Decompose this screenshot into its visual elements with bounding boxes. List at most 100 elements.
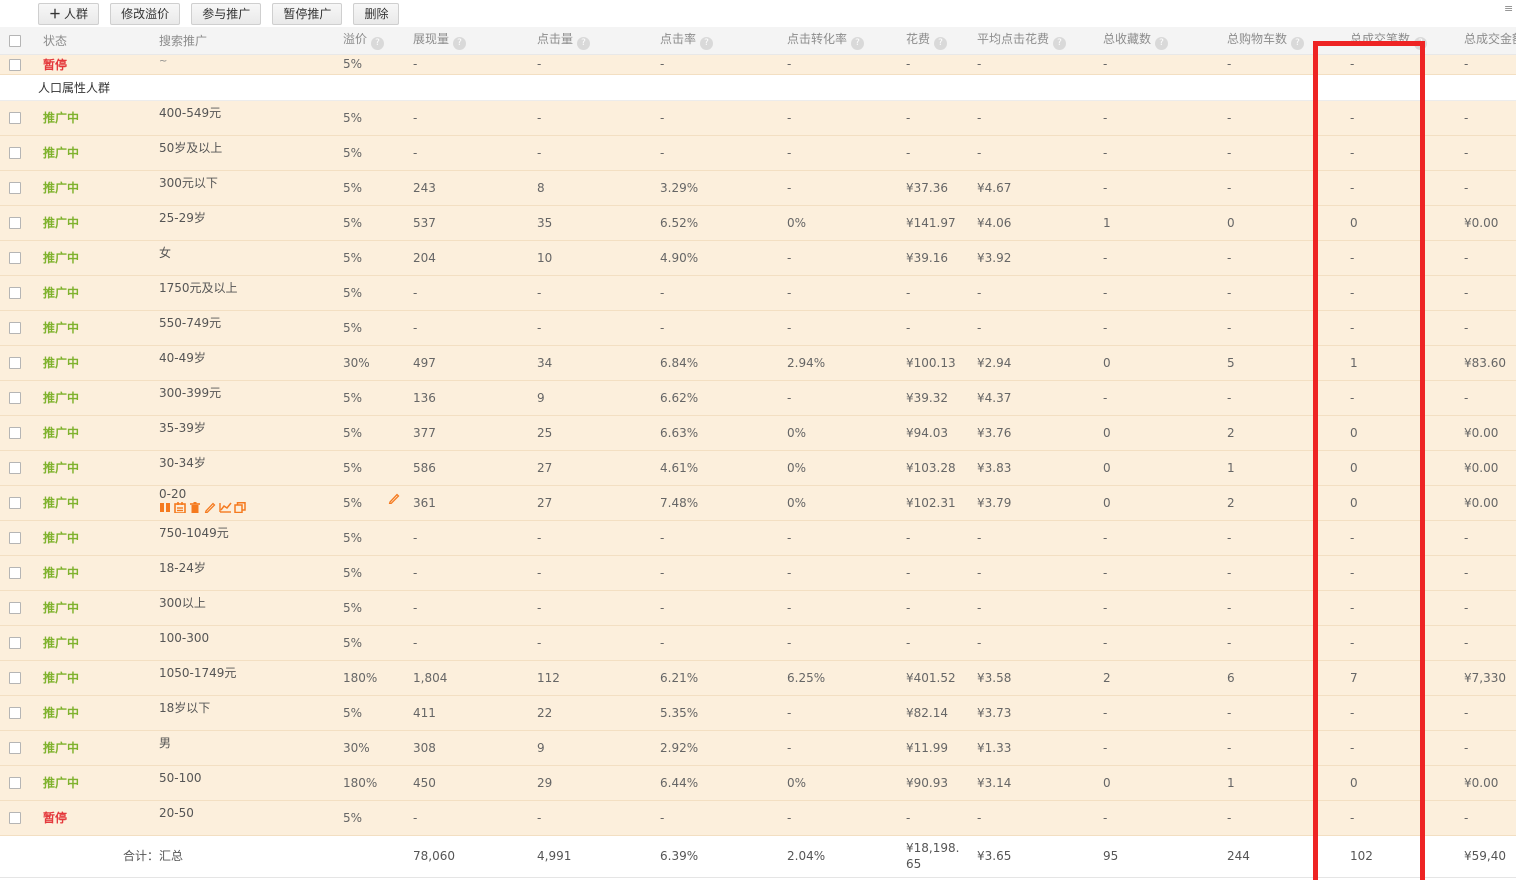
summary-cvr: 2.04% (774, 834, 893, 878)
row-checkbox[interactable] (9, 58, 21, 71)
add-crowd-button[interactable]: ＋人群 (38, 3, 100, 25)
row-checkbox[interactable] (9, 602, 21, 614)
status-badge: 推广中 (43, 181, 80, 195)
row-checkbox[interactable] (9, 532, 21, 544)
cell-impressions: 377 (400, 415, 524, 451)
status-badge: 推广中 (43, 286, 80, 300)
help-icon[interactable]: ? (851, 37, 865, 51)
help-icon[interactable]: ? (1053, 37, 1067, 51)
help-icon[interactable]: ? (934, 37, 948, 51)
status-badge: 推广中 (43, 216, 80, 230)
cell-cvr: - (774, 240, 893, 276)
row-checkbox[interactable] (9, 497, 21, 509)
cell-favs: - (1090, 625, 1214, 661)
row-checkbox[interactable] (9, 182, 21, 194)
cell-orders: - (1337, 590, 1451, 626)
cell-premium: 5% (330, 485, 400, 521)
cell-clicks: - (524, 54, 647, 75)
cell-impressions: 204 (400, 240, 524, 276)
cell-cost: - (893, 54, 964, 75)
row-checkbox[interactable] (9, 812, 21, 824)
clipboard-icon[interactable] (174, 501, 186, 513)
row-checkbox[interactable] (9, 217, 21, 229)
cell-cvr: 0% (774, 765, 893, 801)
help-icon[interactable]: ? (1291, 37, 1305, 51)
delete-button[interactable]: 删除 (353, 3, 400, 25)
pause-promotion-button[interactable]: 暂停推广 (272, 3, 343, 25)
row-checkbox[interactable] (9, 112, 21, 124)
cell-orders: - (1337, 240, 1451, 276)
cell-cvr: - (774, 310, 893, 346)
cell-cvr: 0% (774, 485, 893, 521)
cell-cost: - (893, 135, 964, 171)
table-row: 推广中 550-749元 5% - - - - - - - - - - (0, 310, 1516, 346)
cell-ctr: - (647, 590, 774, 626)
help-icon[interactable]: ? (577, 37, 591, 51)
crowd-name: 400-549元 (159, 106, 222, 120)
cell-premium: 5% (330, 310, 400, 346)
cell-amount: ¥0.00 (1451, 450, 1516, 486)
cell-avg_cost: - (964, 555, 1090, 591)
cell-amount: - (1451, 54, 1516, 75)
cell-avg_cost: ¥3.14 (964, 765, 1090, 801)
pause-icon[interactable] (159, 502, 171, 513)
cell-impressions: - (400, 54, 524, 75)
crowd-name: 300-399元 (159, 386, 222, 400)
cell-avg_cost: - (964, 590, 1090, 626)
status-badge: 推广中 (43, 706, 80, 720)
cell-favs: - (1090, 380, 1214, 416)
cell-cvr: 0% (774, 450, 893, 486)
cell-cost: ¥82.14 (893, 695, 964, 731)
row-checkbox[interactable] (9, 637, 21, 649)
cell-orders: - (1337, 135, 1451, 171)
row-checkbox[interactable] (9, 252, 21, 264)
help-icon[interactable]: ? (371, 37, 385, 51)
chart-icon[interactable] (219, 502, 232, 513)
row-checkbox[interactable] (9, 147, 21, 159)
row-checkbox[interactable] (9, 287, 21, 299)
crowd-name: 50岁及以上 (159, 141, 223, 155)
column-header-cost: 花费? (893, 27, 964, 55)
cell-impressions: 450 (400, 765, 524, 801)
cell-premium: 5% (330, 54, 400, 75)
cell-clicks: - (524, 800, 647, 836)
cell-favs: 0 (1090, 485, 1214, 521)
help-icon[interactable]: ? (700, 37, 714, 51)
row-checkbox[interactable] (9, 357, 21, 369)
row-checkbox[interactable] (9, 322, 21, 334)
modify-premium-button[interactable]: 修改溢价 (110, 3, 181, 25)
cell-impressions: 361 (400, 485, 524, 521)
row-checkbox[interactable] (9, 427, 21, 439)
summary-row: 合计：汇总 78,060 4,991 6.39% 2.04% ¥18,198.65 ¥3.6… (0, 834, 1516, 878)
row-checkbox[interactable] (9, 392, 21, 404)
row-checkbox[interactable] (9, 462, 21, 474)
cell-orders: - (1337, 625, 1451, 661)
trash-icon[interactable] (189, 501, 201, 513)
row-checkbox[interactable] (9, 742, 21, 754)
row-checkbox[interactable] (9, 672, 21, 684)
row-checkbox[interactable] (9, 707, 21, 719)
table-settings-icon[interactable]: ≡ (1504, 2, 1514, 15)
cell-amount: - (1451, 100, 1516, 136)
cell-favs: - (1090, 555, 1214, 591)
cell-favs: 0 (1090, 415, 1214, 451)
copy-icon[interactable] (234, 501, 246, 513)
row-checkbox[interactable] (9, 777, 21, 789)
help-icon[interactable]: ? (1155, 37, 1169, 51)
help-icon[interactable]: ? (453, 37, 467, 51)
cell-orders: 0 (1337, 450, 1451, 486)
cell-cost: ¥39.32 (893, 380, 964, 416)
pencil-icon[interactable] (204, 502, 216, 513)
row-checkbox[interactable] (9, 567, 21, 579)
cell-amount: - (1451, 310, 1516, 346)
select-all-checkbox[interactable] (9, 34, 21, 47)
cell-cvr: - (774, 695, 893, 731)
edit-premium-icon[interactable] (388, 493, 400, 505)
table-row: 推广中女 5% 204 10 4.90% - ¥39.16 ¥3.92- - - - (0, 240, 1516, 276)
cell-favs: 0 (1090, 450, 1214, 486)
table-row: 推广中 1750元及以上 5% - - - - - - - - - - (0, 275, 1516, 311)
table-row: 推广中 25-29岁 5% 537 35 6.52% 0% ¥141.97 ¥4.06 1 0 0 ¥0… (0, 205, 1516, 241)
join-promotion-button[interactable]: 参与推广 (191, 3, 262, 25)
status-badge: 推广中 (43, 391, 80, 405)
help-icon[interactable]: ? (1414, 37, 1428, 51)
